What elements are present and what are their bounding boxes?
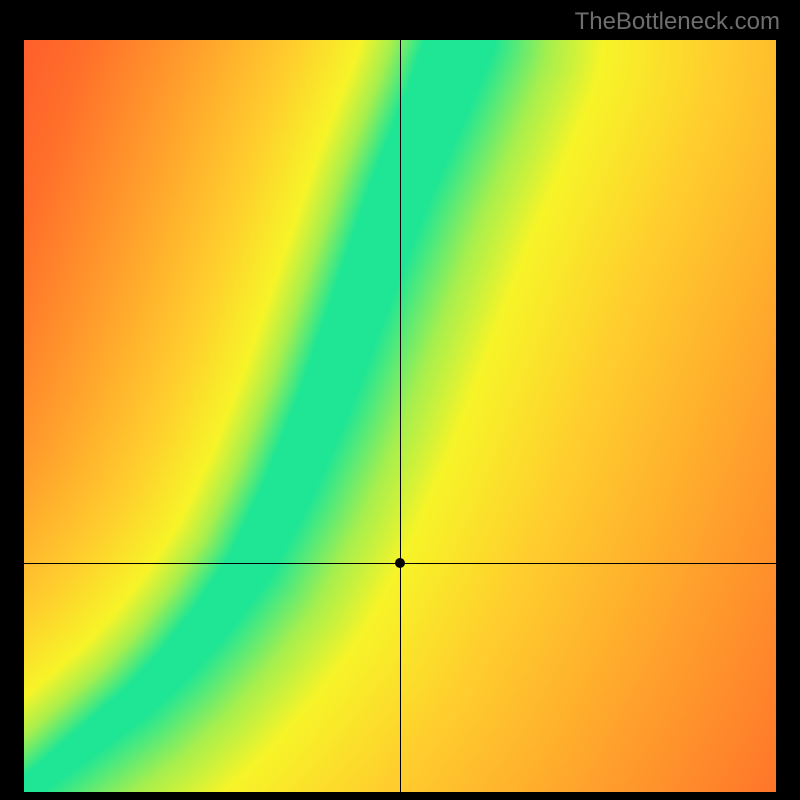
crosshair-vertical (400, 40, 401, 792)
watermark-text: TheBottleneck.com (575, 8, 780, 36)
marker-dot (395, 558, 405, 568)
heatmap-chart (24, 40, 776, 792)
